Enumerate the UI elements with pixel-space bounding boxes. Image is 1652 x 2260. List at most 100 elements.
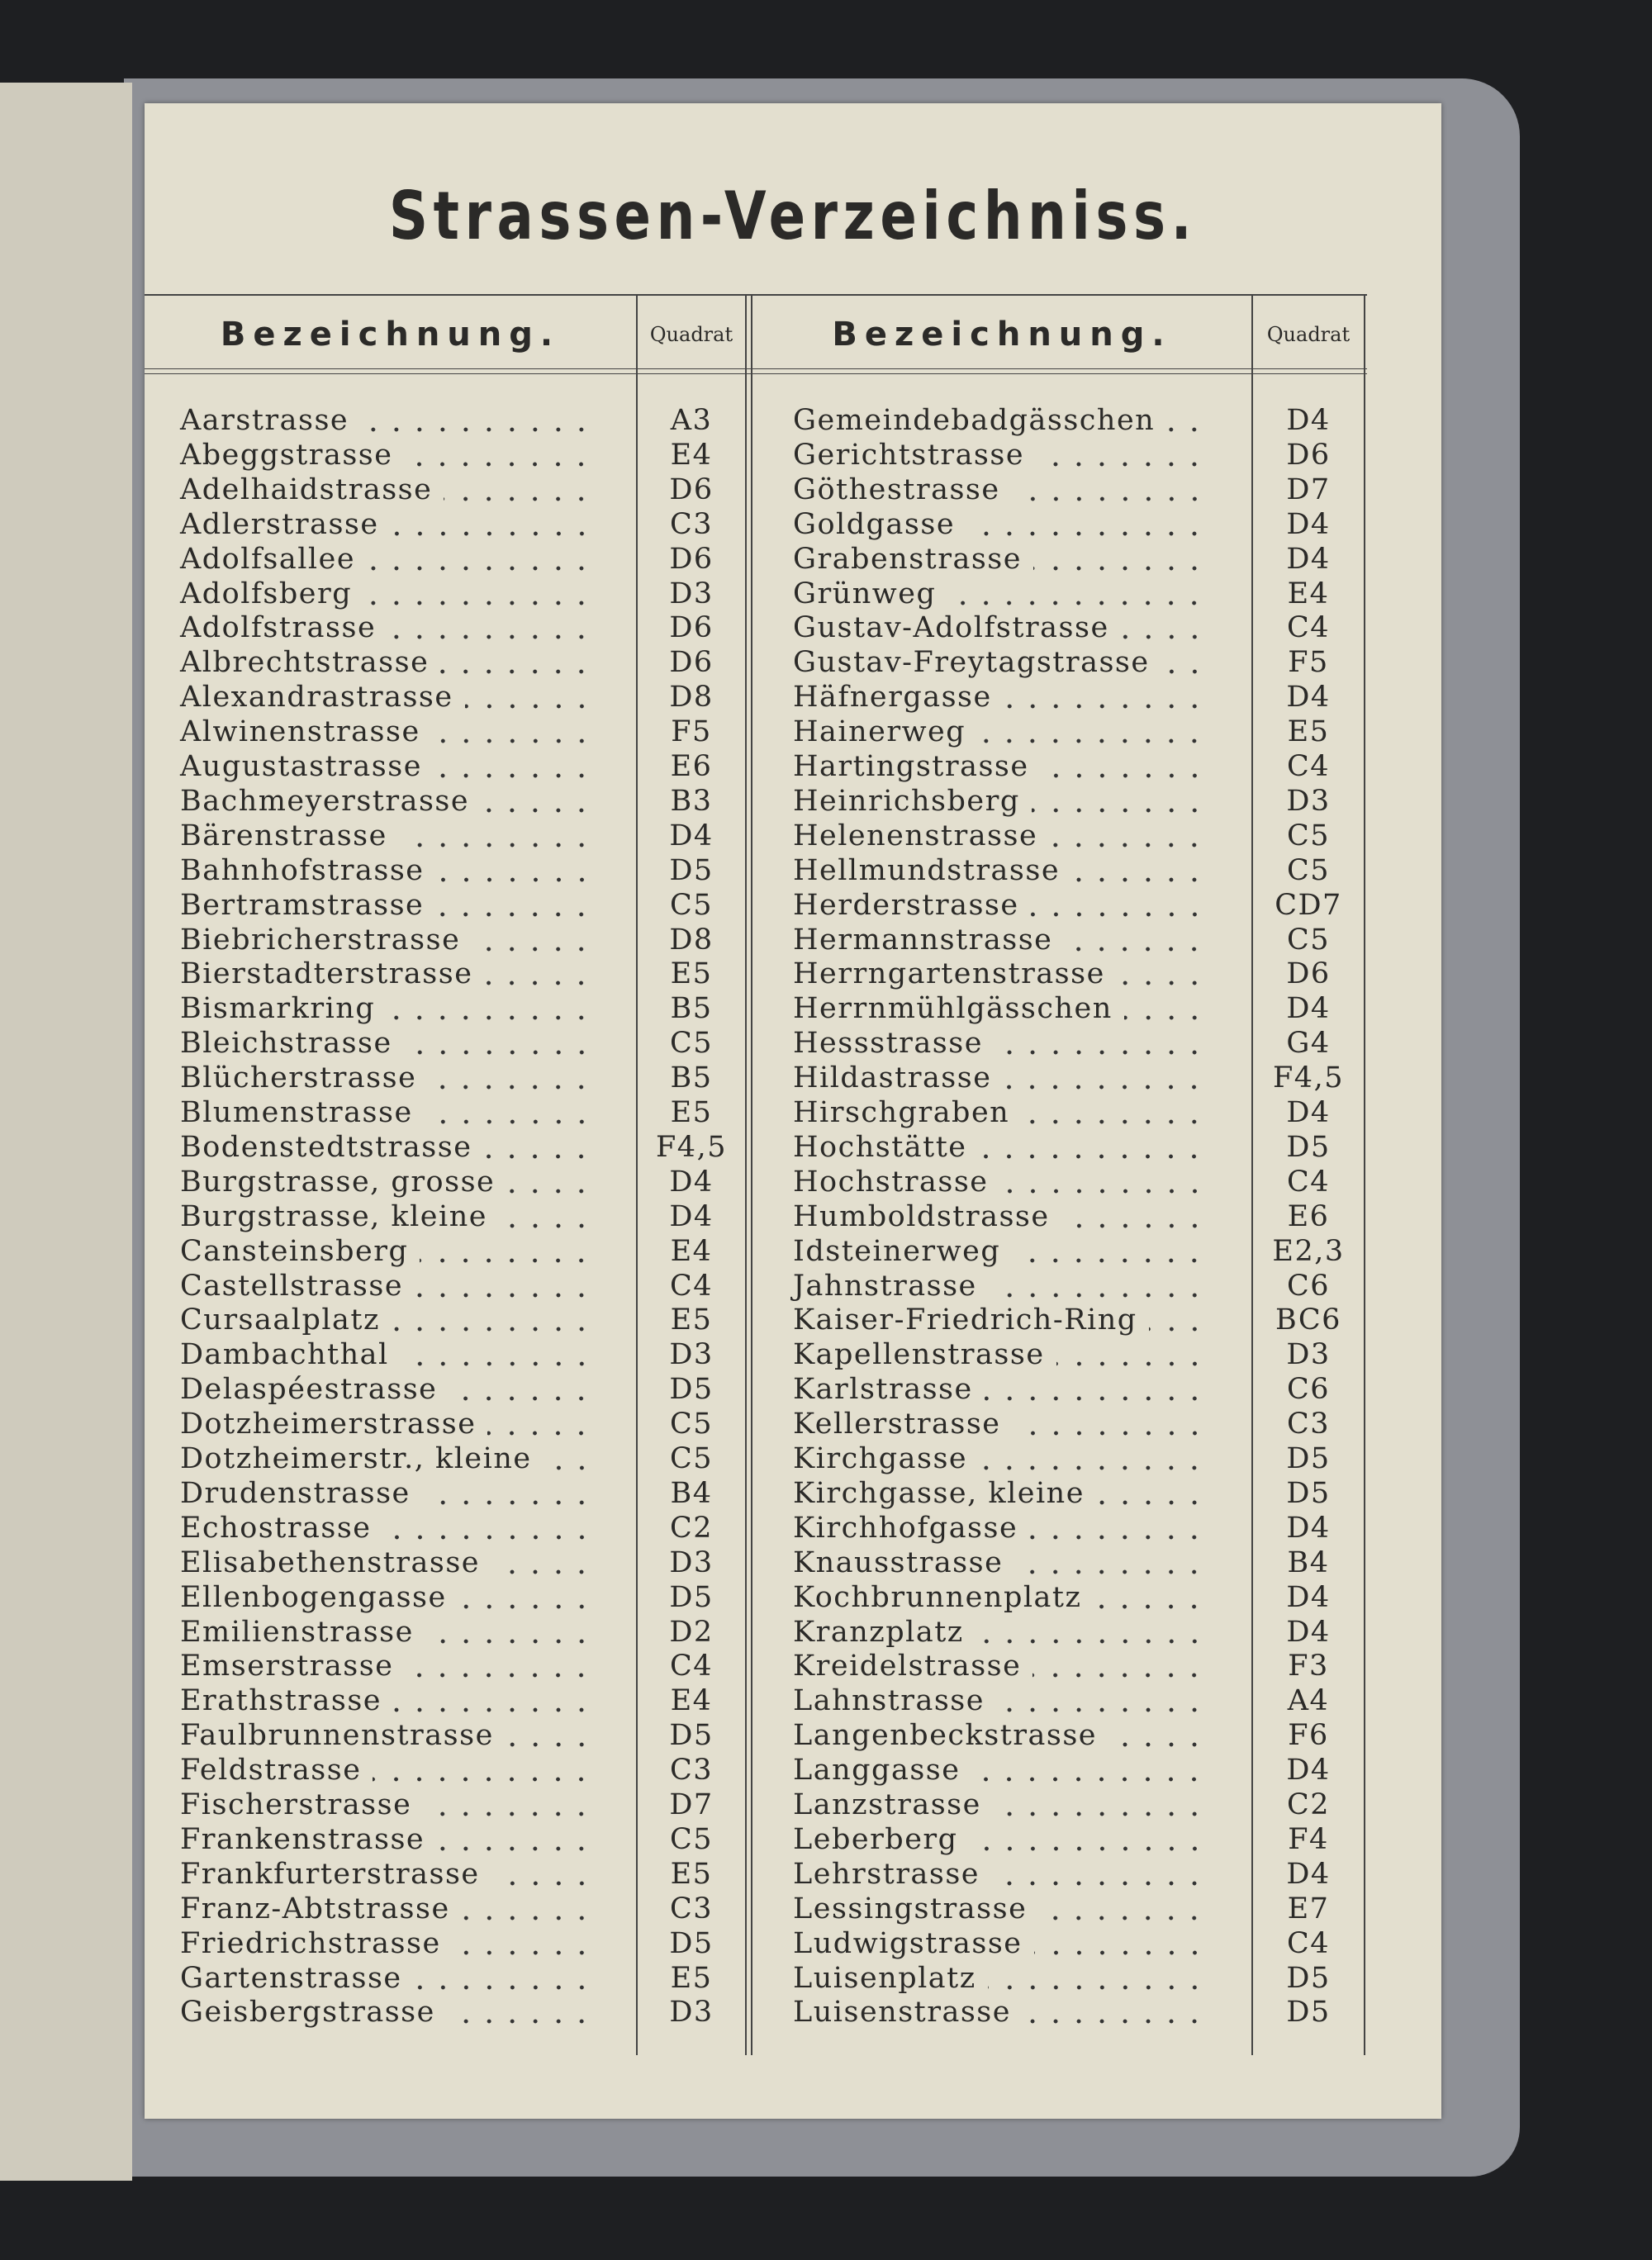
street-cell: Friedrichstrasse [180,1925,593,1961]
table-row: Bertramstrasse C5 [0,887,1652,923]
dot-leader [435,887,593,923]
street-cell: Bahnhofstrasse [180,852,593,888]
quadrat: D4 [1286,404,1331,437]
dot-leader [373,1753,593,1788]
table-row: Dotzheimerstr., kleine C5 [0,1441,1652,1476]
quadrat: E6 [670,750,713,783]
dot-leader [440,645,593,681]
street-cell: Bleichstrasse [180,1026,593,1061]
table-row: Franz-Abtstrasse C3 [0,1891,1652,1926]
street-name: Friedrichstrasse [180,1926,441,1960]
dot-leader [391,1303,593,1338]
dot-leader [400,1337,593,1373]
street-cell: Dotzheimerstr., kleine [180,1441,593,1476]
quadrat: E5 [670,957,713,991]
quadrat: E5 [670,1961,713,1995]
table-row: Blücherstrasse B5 [0,1061,1652,1096]
quadrat: E2,3 [1272,1234,1345,1268]
table-row: Gerichtstrasse D6 [0,437,1652,472]
street-name: Hermannstrasse [793,923,1053,957]
quadrat: E4 [670,1684,713,1718]
quadrat: D4 [1286,542,1331,576]
table-row: Göthestrasse D7 [0,472,1652,507]
quadrat: D5 [1286,1996,1331,2030]
street-cell: Luisenstrasse [793,1995,1206,2030]
street-name: Emserstrasse [180,1650,394,1683]
quadrat: BC6 [1275,1303,1341,1337]
dot-leader [420,1233,593,1269]
quadrat: C4 [1286,1165,1331,1199]
quadrat: C5 [669,1408,714,1441]
street-name: Emilienstrasse [180,1615,414,1649]
dot-leader [1040,749,1206,784]
quadrat: D3 [669,1996,714,2030]
table-row: Drudenstrasse B4 [0,1475,1652,1511]
street-name: Delaspéestrasse [180,1373,438,1407]
table-row: Elisabethenstrasse D3 [0,1545,1652,1580]
quadrat: C3 [669,1892,714,1925]
dot-leader [991,1856,1206,1892]
street-name: Augustastrasse [180,750,422,783]
dot-leader [405,1649,593,1684]
table-row: Bismarkring B5 [0,991,1652,1027]
dot-leader [413,1960,593,1996]
dot-leader [487,1407,593,1442]
dot-leader [1030,887,1206,923]
quadrat: C5 [669,1442,714,1475]
quadrat: F4,5 [1273,1061,1344,1095]
dot-leader [977,715,1206,750]
street-name: Geisbergstrasse [180,1996,435,2030]
quadrat: D4 [1286,1754,1331,1788]
street-cell: Hildastrasse [793,1061,1206,1096]
table-row: Geisbergstrasse D3 [0,1995,1652,2030]
quadrat: C5 [1286,853,1331,887]
table-row: Frankenstrasse C5 [0,1821,1652,1857]
quadrat: D7 [669,1788,714,1821]
street-name: Kirchgasse [793,1442,968,1475]
dot-leader [423,1788,593,1822]
quadrat: A4 [1287,1684,1330,1718]
street-name: Hochstrasse [793,1165,989,1199]
table-row: Adlerstrasse C3 [0,506,1652,542]
dot-leader [1038,1891,1206,1926]
quadrat: D2 [669,1615,714,1649]
dot-leader [1108,1718,1206,1754]
table-row: Cursaalplatz E5 [0,1303,1652,1338]
street-cell: Frankenstrasse [180,1821,593,1857]
street-name: Hainerweg [793,715,966,749]
table-row: Goldgasse D4 [0,506,1652,542]
quadrat: D6 [669,542,714,576]
table-row: Kellerstrasse C3 [0,1407,1652,1442]
quadrat: D3 [1286,784,1331,818]
street-name: Bärenstrasse [180,819,387,852]
street-name: Bertramstrasse [180,888,425,922]
street-name: Luisenstrasse [793,1996,1011,2030]
street-cell: Bodenstedtstrasse [180,1129,593,1165]
dot-leader [446,1995,593,2030]
dot-leader [481,783,593,819]
table-row: Kranzplatz D4 [0,1614,1652,1650]
street-name: Fischerstrasse [180,1788,412,1821]
quadrat: C5 [669,1822,714,1856]
dot-leader [393,1683,593,1719]
dot-leader [995,1683,1206,1719]
street-cell: Lanzstrasse [793,1788,1206,1822]
facing-page [0,83,132,2181]
dot-leader [1012,1233,1206,1269]
street-name: Göthestrasse [793,472,1000,506]
table-row: Delaspéestrasse D5 [0,1372,1652,1408]
street-name: Kaiser-Friedrich-Ring [793,1303,1137,1337]
table-row: Helenenstrasse C5 [0,818,1652,853]
table-row: Langenbeckstrasse F6 [0,1718,1652,1754]
dot-leader [461,1891,593,1926]
street-name: Herrngartenstrasse [793,957,1105,991]
table-row: Bierstadterstrasse E5 [0,957,1652,992]
column-header: Bezeichnung. [220,316,561,354]
table-row: Burgstrasse, kleine D4 [0,1199,1652,1234]
dot-leader [452,1925,593,1961]
table-row: Abeggstrasse E4 [0,437,1652,472]
street-cell: Burgstrasse, grosse [180,1164,593,1199]
dot-leader [1021,1095,1206,1130]
street-cell: Franz-Abtstrasse [180,1891,593,1926]
street-cell: Kochbrunnenplatz [793,1579,1206,1615]
